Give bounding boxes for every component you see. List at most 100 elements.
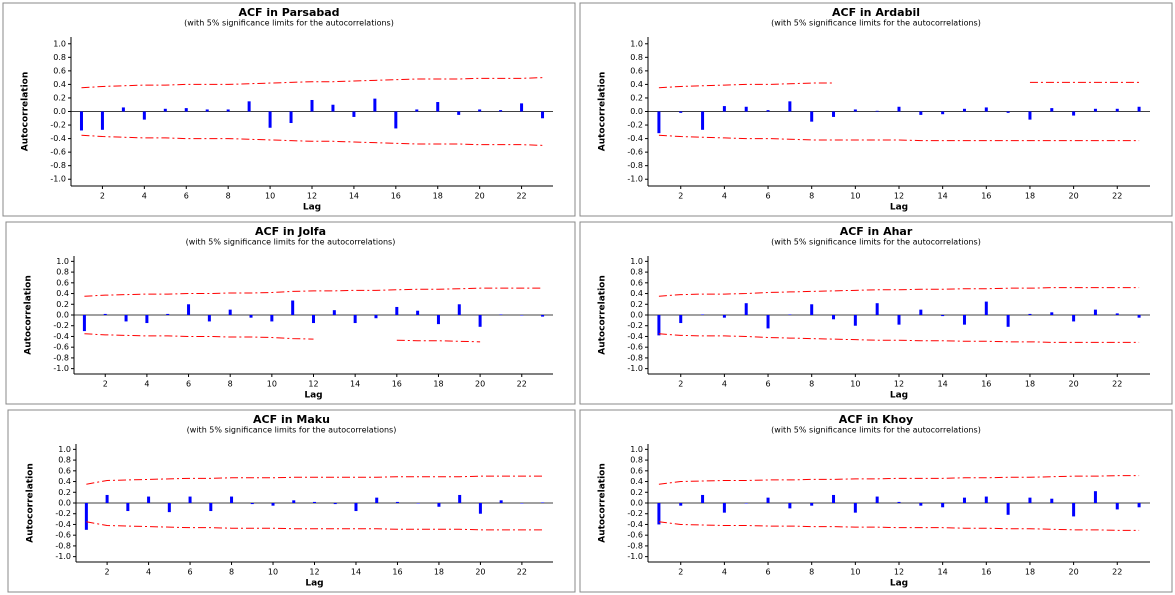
chart-subtitle: (with 5% significance limits for the aut… bbox=[186, 238, 396, 247]
acf-bar bbox=[767, 315, 770, 328]
x-tick-label: 16 bbox=[981, 192, 991, 201]
acf-bar bbox=[457, 112, 460, 115]
acf-bar bbox=[1007, 315, 1010, 327]
acf-bar bbox=[416, 311, 419, 315]
x-tick-label: 4 bbox=[142, 192, 147, 201]
acf-bar bbox=[1116, 503, 1119, 509]
acf-bar bbox=[541, 315, 544, 317]
acf-bar bbox=[898, 107, 901, 112]
x-tick-label: 2 bbox=[678, 380, 683, 389]
y-tick-label: 0.4 bbox=[630, 477, 643, 486]
acf-bar bbox=[520, 103, 523, 111]
y-axis-label: Autocorrelation bbox=[598, 463, 608, 543]
y-axis-label: Autocorrelation bbox=[26, 463, 36, 543]
y-tick-label: -0.6 bbox=[53, 343, 69, 352]
x-tick-label: 14 bbox=[938, 380, 948, 389]
acf-bar bbox=[919, 112, 922, 115]
acf-bar bbox=[291, 301, 294, 315]
y-tick-label: -1.0 bbox=[627, 552, 643, 561]
acf-bar bbox=[458, 304, 461, 315]
x-tick-label: 10 bbox=[268, 568, 278, 577]
y-tick-label: 1.0 bbox=[630, 257, 643, 266]
y-tick-label: -1.0 bbox=[627, 175, 643, 184]
acf-bar bbox=[352, 112, 355, 117]
y-tick-label: -0.2 bbox=[50, 121, 66, 130]
y-tick-label: -0.2 bbox=[53, 321, 69, 330]
acf-bar bbox=[941, 112, 944, 115]
y-tick-label: -0.8 bbox=[55, 541, 71, 550]
chart-page: ACF in Parsabad(with 5% significance lim… bbox=[0, 0, 1175, 595]
acf-bar bbox=[832, 112, 835, 117]
acf-bar bbox=[168, 503, 171, 512]
y-tick-label: -0.4 bbox=[627, 520, 643, 529]
x-tick-label: 2 bbox=[678, 568, 683, 577]
acf-bar bbox=[963, 498, 966, 503]
x-tick-label: 20 bbox=[1069, 192, 1079, 201]
acf-bar bbox=[788, 314, 791, 315]
y-tick-label: -0.6 bbox=[50, 148, 66, 157]
x-tick-label: 16 bbox=[392, 568, 402, 577]
acf-bar bbox=[701, 495, 704, 503]
acf-bar bbox=[657, 503, 660, 524]
acf-bar bbox=[767, 110, 770, 111]
y-tick-label: -0.8 bbox=[50, 161, 66, 170]
acf-bar bbox=[745, 503, 748, 504]
acf-bar bbox=[832, 495, 835, 503]
acf-bar bbox=[854, 109, 857, 111]
acf-bar bbox=[311, 100, 314, 112]
y-tick-label: 0.0 bbox=[56, 311, 69, 320]
acf-bar bbox=[1094, 491, 1097, 503]
x-tick-label: 8 bbox=[809, 568, 814, 577]
acf-bar bbox=[394, 112, 397, 129]
x-tick-label: 18 bbox=[1025, 192, 1035, 201]
y-tick-label: 0.6 bbox=[53, 66, 66, 75]
acf-bar bbox=[1028, 112, 1031, 120]
y-tick-label: 0.8 bbox=[630, 268, 643, 277]
acf-bar bbox=[854, 315, 857, 326]
x-tick-label: 22 bbox=[517, 380, 527, 389]
y-tick-label: -1.0 bbox=[55, 552, 71, 561]
acf-bar bbox=[679, 315, 682, 323]
acf-bar bbox=[85, 503, 88, 530]
y-tick-label: -0.2 bbox=[627, 321, 643, 330]
y-tick-label: -0.4 bbox=[50, 134, 66, 143]
y-tick-label: 0.4 bbox=[630, 289, 643, 298]
x-tick-label: 20 bbox=[475, 568, 485, 577]
chart-title: ACF in Ahar bbox=[840, 225, 913, 238]
y-tick-label: 1.0 bbox=[53, 39, 66, 48]
x-tick-label: 22 bbox=[1112, 380, 1122, 389]
x-tick-label: 16 bbox=[391, 192, 401, 201]
x-axis-label: Lag bbox=[890, 203, 908, 213]
acf-bar bbox=[166, 314, 169, 315]
acf-bar bbox=[437, 503, 440, 507]
x-tick-label: 18 bbox=[433, 380, 443, 389]
acf-bar bbox=[832, 315, 835, 319]
y-tick-label: 0.2 bbox=[630, 300, 643, 309]
y-tick-label: -0.2 bbox=[55, 509, 71, 518]
y-tick-label: 0.6 bbox=[58, 466, 71, 475]
x-tick-label: 6 bbox=[765, 568, 770, 577]
acf-bar bbox=[941, 503, 944, 507]
acf-bar bbox=[104, 314, 107, 315]
acf-bar bbox=[657, 315, 660, 335]
chart-title: ACF in Maku bbox=[253, 413, 330, 426]
panel-frame bbox=[3, 3, 575, 216]
chart-title: ACF in Jolfa bbox=[255, 225, 326, 238]
y-tick-label: -0.6 bbox=[55, 531, 71, 540]
acf-bar bbox=[1138, 315, 1141, 318]
acf-bar bbox=[941, 315, 944, 316]
acf-bar bbox=[250, 315, 253, 318]
x-tick-label: 8 bbox=[228, 380, 233, 389]
x-tick-label: 2 bbox=[100, 192, 105, 201]
y-tick-label: -0.6 bbox=[627, 148, 643, 157]
acf-bar bbox=[499, 314, 502, 315]
x-axis-label: Lag bbox=[304, 391, 322, 401]
x-tick-label: 14 bbox=[349, 192, 359, 201]
acf-bar bbox=[679, 503, 682, 506]
panel-frame bbox=[580, 3, 1172, 216]
y-tick-label: 0.2 bbox=[58, 488, 71, 497]
acf-bar bbox=[101, 112, 104, 130]
acf-bar bbox=[1050, 499, 1053, 503]
acf-bar bbox=[125, 315, 128, 321]
acf-bar bbox=[436, 102, 439, 111]
